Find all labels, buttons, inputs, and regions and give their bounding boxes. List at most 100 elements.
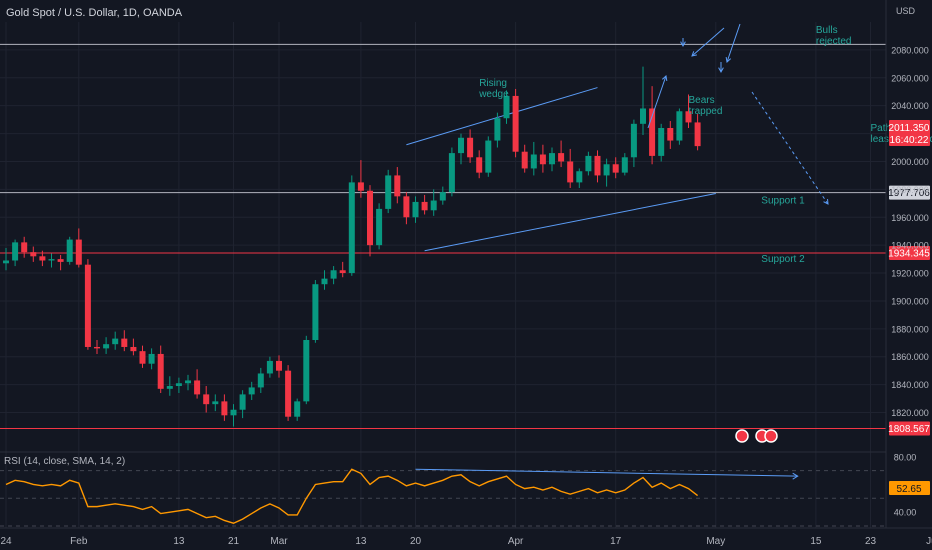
- candle-body: [676, 111, 683, 141]
- level-price-tag: [889, 421, 930, 436]
- annotation-line: Rising: [479, 78, 507, 89]
- event-icons[interactable]: [735, 429, 778, 443]
- candle-body: [157, 353, 164, 389]
- rejection-marker-arrow-head: [718, 67, 724, 74]
- rsi-tick-label: 80.00: [894, 452, 917, 462]
- annotation-text: Support 2: [761, 254, 805, 265]
- price-tick-label: 1920.000: [891, 269, 929, 279]
- candle-body: [539, 154, 546, 165]
- price-tick-label: 1840.000: [891, 380, 929, 390]
- price-tick-label: 2040.000: [891, 101, 929, 111]
- flag-icon[interactable]: [735, 429, 749, 443]
- chart-title: Gold Spot / U.S. Dollar, 1D, OANDA: [6, 7, 183, 19]
- last-price-countdown: 16:40:22: [890, 135, 929, 146]
- price-tick-label: 1900.000: [891, 296, 929, 306]
- level-price-label: 1977.706: [888, 188, 930, 199]
- annotation-text: Rising wedge: [478, 78, 509, 100]
- candle-body: [276, 360, 282, 371]
- last-price-value: 2011.350: [889, 123, 930, 134]
- candle-body: [448, 153, 455, 193]
- candle-body: [558, 153, 565, 162]
- bulls-rejected-arrow: [726, 23, 741, 63]
- candle-body: [412, 201, 419, 218]
- time-tick-label: 13: [355, 536, 367, 547]
- candle-body: [75, 239, 82, 265]
- candle-body: [339, 270, 346, 274]
- wedge-trendline: [424, 193, 716, 252]
- level-price-label: 1934.345: [888, 249, 930, 260]
- price-tick-label: 2060.000: [891, 73, 929, 83]
- time-tick-label: May: [706, 536, 725, 547]
- candle-body: [403, 196, 410, 218]
- candle-body: [194, 380, 201, 395]
- flag-icon[interactable]: [764, 429, 778, 443]
- currency-label: USD: [896, 6, 916, 16]
- least-resistance-path-arrow: [751, 91, 829, 205]
- rising-wedge-lines: [406, 87, 716, 252]
- candle-body: [57, 259, 64, 262]
- wedge-trendline: [406, 87, 598, 146]
- annotation-line: Bulls: [816, 25, 838, 36]
- annotation-text: Bears trapped: [689, 95, 723, 117]
- least-resistance-path-arrow-head: [823, 198, 829, 205]
- candle-body: [594, 155, 601, 176]
- candle-body: [3, 260, 9, 264]
- price-tick-label: 2080.000: [891, 45, 929, 55]
- time-tick-label: Jun: [926, 536, 932, 547]
- candle-body: [294, 401, 301, 417]
- annotation-line: rejected: [816, 36, 852, 47]
- annotation-text: Support 1: [761, 195, 805, 206]
- candle-body: [266, 360, 273, 374]
- time-tick-label: Apr: [508, 536, 524, 547]
- time-tick-label: 21: [228, 536, 240, 547]
- candle-body: [21, 242, 28, 253]
- candle-body: [285, 370, 292, 417]
- price-tick-label: 1980.000: [891, 185, 929, 195]
- level-price-tag: [889, 246, 930, 261]
- bulls-rejected-arrow: [691, 27, 725, 57]
- candle-body: [567, 161, 574, 183]
- candle-body: [30, 252, 37, 257]
- candle-body: [94, 346, 100, 349]
- bulls-rejected-arrow-head: [725, 56, 732, 63]
- annotation-line: Support 2: [761, 254, 805, 265]
- time-tick-label: 17: [610, 536, 622, 547]
- candle-body: [166, 386, 173, 389]
- candle-body: [84, 264, 91, 347]
- rsi-tick-label: 40.00: [894, 508, 917, 518]
- candle-body: [112, 338, 119, 345]
- candle-body: [48, 259, 55, 261]
- time-tick-label: Mar: [270, 536, 288, 547]
- rsi-divergence-line: [415, 468, 798, 477]
- candle-body: [685, 111, 692, 123]
- candle-body: [649, 108, 656, 156]
- annotation-line: trapped: [689, 106, 723, 117]
- candle-body: [230, 409, 237, 416]
- last-price-tag: 2011.350 16:40:22: [889, 120, 930, 146]
- candle-body: [130, 346, 137, 352]
- candle-body: [66, 239, 73, 262]
- price-grid: [0, 22, 886, 528]
- time-tick-label: 24: [0, 536, 12, 547]
- candle-body: [458, 137, 464, 154]
- time-tick-label: 15: [810, 536, 822, 547]
- candle-body: [512, 95, 519, 152]
- time-axis: 24 Feb 13 21 Mar 13 20 Apr 17 May 15 23 Jun: [0, 527, 932, 547]
- candle-body: [439, 192, 446, 201]
- time-tick-label: 13: [173, 536, 185, 547]
- candle-body: [430, 200, 437, 211]
- candle-body: [694, 122, 701, 147]
- candle-body: [121, 338, 128, 347]
- candle-body: [467, 137, 474, 158]
- candle-body: [312, 284, 319, 340]
- candle-body: [367, 190, 373, 246]
- annotation-line: Support 1: [761, 195, 805, 206]
- candle-body: [640, 108, 646, 124]
- candle-body: [257, 373, 264, 388]
- candle-body: [330, 270, 337, 279]
- candle-body: [385, 175, 392, 209]
- candle-body: [376, 208, 383, 246]
- annotation-text: Bulls rejected: [816, 25, 852, 47]
- candle-body: [603, 164, 610, 176]
